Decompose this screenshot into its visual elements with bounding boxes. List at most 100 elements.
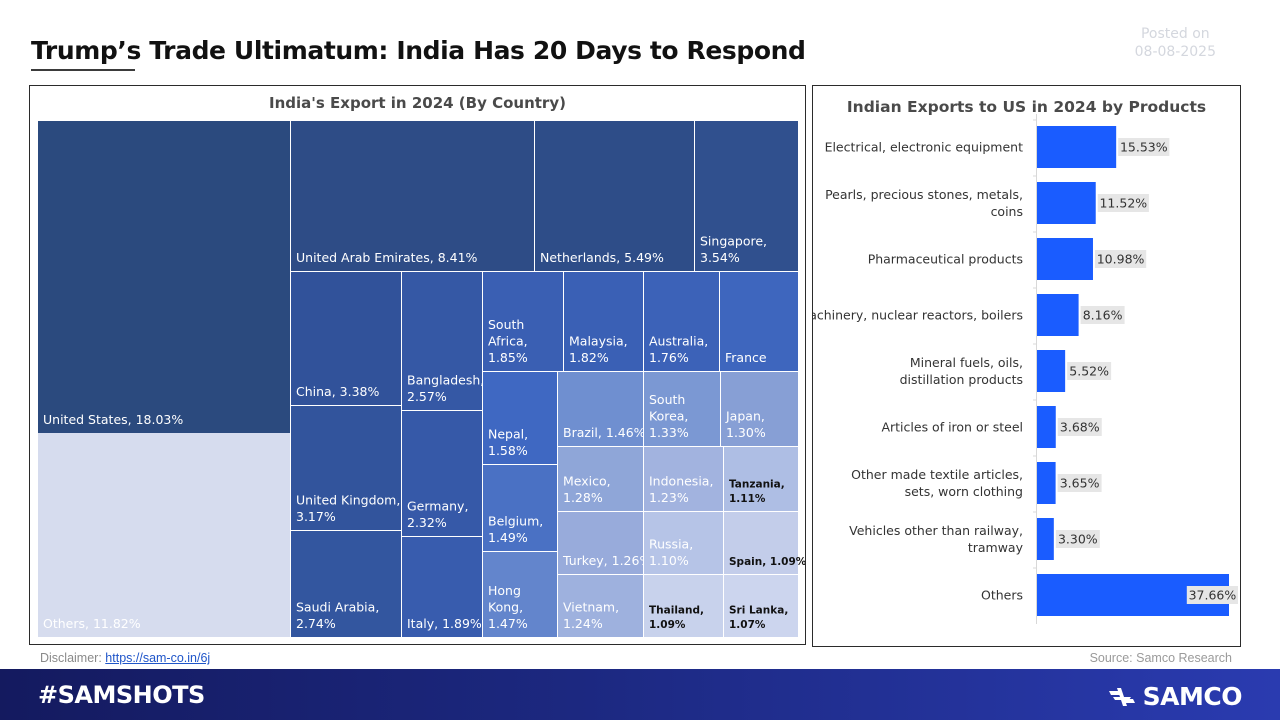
treemap-label-south-korea-line-2: Korea, <box>649 409 688 424</box>
bar-category-label-articles-of-iron-or-steel: Articles of iron or steel <box>881 420 1023 435</box>
brand-name: SAMCO <box>1142 682 1243 711</box>
treemap-label-united-states: United States, 18.03% <box>43 412 183 427</box>
bar-category-label-others: Others <box>981 588 1023 603</box>
disclaimer-link[interactable]: https://sam-co.in/6j <box>105 651 211 665</box>
treemap-label-japan-line-2: 1.30% <box>726 425 766 440</box>
treemap-rect-netherlands <box>535 121 694 271</box>
bar-value-label-bg-pharmaceutical-products <box>1094 250 1147 268</box>
treemap-rect-spain <box>724 512 798 574</box>
bar-mineral-fuels-oils-distillation-products <box>1037 350 1066 392</box>
treemap-label-united-arab-emirates: United Arab Emirates, 8.41% <box>296 250 478 265</box>
treemap-cell-sri-lanka: Sri Lanka, 1.07% <box>724 575 798 637</box>
treemap-label-south-africa-line-1: South <box>488 317 524 332</box>
bar-value-label-bg-machinery-nuclear-reactors-boilers <box>1080 306 1125 324</box>
bar-category-label-vehicles-other-than-railway-tramway-line-1: Vehicles other than railway, <box>849 523 1023 538</box>
treemap-cell-netherlands: Netherlands, 5.49% <box>535 121 694 271</box>
treemap-label-italy: Italy, 1.89% <box>407 616 482 631</box>
product-bar-chart: Electrical, electronic equipment 15.53% Pe… <box>813 114 1238 624</box>
treemap-rect-united-states <box>38 121 290 433</box>
treemap-rect-france <box>720 272 798 371</box>
bar-value-label-pharmaceutical-products: 10.98% <box>1097 252 1145 267</box>
treemap-label-germany-line-1: Germany, <box>407 499 468 514</box>
treemap-label-south-korea-line-1: South <box>649 392 685 407</box>
treemap-label-australia-line-2: 1.76% <box>649 350 689 365</box>
treemap-label-thailand-line-2: 1.09% <box>649 619 686 631</box>
treemap-rect-south-korea <box>644 372 720 446</box>
bar-value-label-pearls-precious-stones-metals-coins: 11.52% <box>1099 196 1147 211</box>
treemap-rect-japan <box>721 372 798 446</box>
bar-value-label-other-made-textile-articles-sets-worn-clothing: 3.65% <box>1060 476 1100 491</box>
treemap-rect-belgium <box>483 465 557 551</box>
treemap-label-mexico-line-2: 1.28% <box>563 490 603 505</box>
treemap-cell-nepal: Nepal,1.58% <box>483 372 557 464</box>
treemap-cell-italy: Italy, 1.89% <box>402 537 482 637</box>
bar-category-label-machinery-nuclear-reactors-boilers: Machinery, nuclear reactors, boilers <box>813 308 1023 323</box>
bar-value-label-bg-electrical-electronic-equipment <box>1118 138 1170 156</box>
treemap-label-sri-lanka-line-1: Sri Lanka, <box>729 605 788 617</box>
treemap-label-france: France <box>725 350 767 365</box>
treemap-label-vietnam-line-2: 1.24% <box>563 616 603 631</box>
treemap-rect-hong-kong <box>483 552 557 637</box>
bar-value-label-vehicles-other-than-railway-tramway: 3.30% <box>1058 532 1098 547</box>
treemap-rect-thailand <box>644 575 723 637</box>
bar-electrical-electronic-equipment <box>1037 126 1117 168</box>
treemap-rect-turkey <box>558 512 643 574</box>
posted-date: 08-08-2025 <box>1134 44 1216 60</box>
bar-value-label-others: 37.66% <box>1189 588 1237 603</box>
treemap-label-singapore-line-2: 3.54% <box>700 250 740 265</box>
treemap-rect-nepal <box>483 372 557 464</box>
treemap-label-brazil: Brazil, 1.46% <box>563 425 646 440</box>
bar-category-label-mineral-fuels-oils-distillation-products-line-2: distillation products <box>900 372 1023 387</box>
treemap-cell-mexico: Mexico,1.28% <box>558 447 643 511</box>
bar-value-label-machinery-nuclear-reactors-boilers: 8.16% <box>1083 308 1123 323</box>
treemap-cell-russia: Russia,1.10% <box>644 512 723 574</box>
posted-date-block: Posted on 08-08-2025 <box>1135 25 1216 61</box>
treemap-rect-brazil <box>558 372 643 446</box>
treemap-cell-south-korea: South Korea,1.33% <box>644 372 720 446</box>
treemap-label-singapore-line-1: Singapore, <box>700 234 767 249</box>
treemap-label-united-kingdom-line-2: 3.17% <box>296 509 336 524</box>
treemap-label-nepal-line-1: Nepal, <box>488 427 528 442</box>
treemap-cell-malaysia: Malaysia,1.82% <box>564 272 643 371</box>
treemap-label-hong-kong-line-3: 1.47% <box>488 616 528 631</box>
treemap-rect-vietnam <box>558 575 643 637</box>
treemap-label-south-africa-line-2: Africa, <box>488 334 528 349</box>
treemap-label-turkey: Turkey, 1.26% <box>562 553 651 568</box>
treemap-label-australia-line-1: Australia, <box>649 334 708 349</box>
treemap-rect-indonesia <box>644 447 723 511</box>
treemap-label-thailand-line-1: Thailand, <box>649 605 704 617</box>
treemap-cell-thailand: Thailand, 1.09% <box>644 575 723 637</box>
samco-logo-icon <box>1108 687 1135 706</box>
bar-category-label-vehicles-other-than-railway-tramway-line-2: tramway <box>968 540 1024 555</box>
bar-articles-of-iron-or-steel <box>1037 406 1056 448</box>
treemap-cell-south-africa: South Africa,1.85% <box>483 272 563 371</box>
treemap-title: India's Export in 2024 (By Country) <box>269 94 566 112</box>
bar-value-label-bg-pearls-precious-stones-metals-coins <box>1097 194 1149 212</box>
bar-value-label-bg-other-made-textile-articles-sets-worn-clothing <box>1057 474 1102 492</box>
treemap-rect-others <box>38 433 290 637</box>
treemap-label-south-africa-line-3: 1.85% <box>488 350 528 365</box>
treemap-label-hong-kong-line-1: Hong <box>488 583 521 598</box>
treemap-rect-russia <box>644 512 723 574</box>
bar-category-label-other-made-textile-articles-sets-worn-clothing-line-1: Other made textile articles, <box>851 467 1023 482</box>
treemap-cell-singapore: Singapore,3.54% <box>695 121 798 271</box>
treemap-rect-sri-lanka <box>724 575 798 637</box>
bar-value-label-bg-vehicles-other-than-railway-tramway <box>1055 530 1100 548</box>
bar-value-label-electrical-electronic-equipment: 15.53% <box>1120 140 1168 155</box>
treemap-label-tanzania-line-1: Tanzania, <box>729 479 785 491</box>
source-note: Source: Samco Research <box>1089 651 1232 665</box>
treemap-label-china: China, 3.38% <box>296 384 379 399</box>
treemap-label-nepal-line-2: 1.58% <box>488 443 528 458</box>
treemap-cell-vietnam: Vietnam,1.24% <box>558 575 643 637</box>
treemap-label-indonesia-line-1: Indonesia, <box>649 474 713 489</box>
bar-category-label-mineral-fuels-oils-distillation-products-line-1: Mineral fuels, oils, <box>910 355 1023 370</box>
treemap-cell-indonesia: Indonesia,1.23% <box>644 447 723 511</box>
treemap-cell-japan: Japan,1.30% <box>721 372 798 446</box>
treemap-rect-south-africa <box>483 272 563 371</box>
treemap-cell-belgium: Belgium,1.49% <box>483 465 557 551</box>
treemap-label-belgium-line-1: Belgium, <box>488 514 543 529</box>
title-underline <box>31 69 135 71</box>
bar-value-label-bg-articles-of-iron-or-steel <box>1057 418 1102 436</box>
treemap-label-vietnam-line-1: Vietnam, <box>563 600 619 615</box>
treemap-cell-turkey: Turkey, 1.26% <box>558 512 651 574</box>
